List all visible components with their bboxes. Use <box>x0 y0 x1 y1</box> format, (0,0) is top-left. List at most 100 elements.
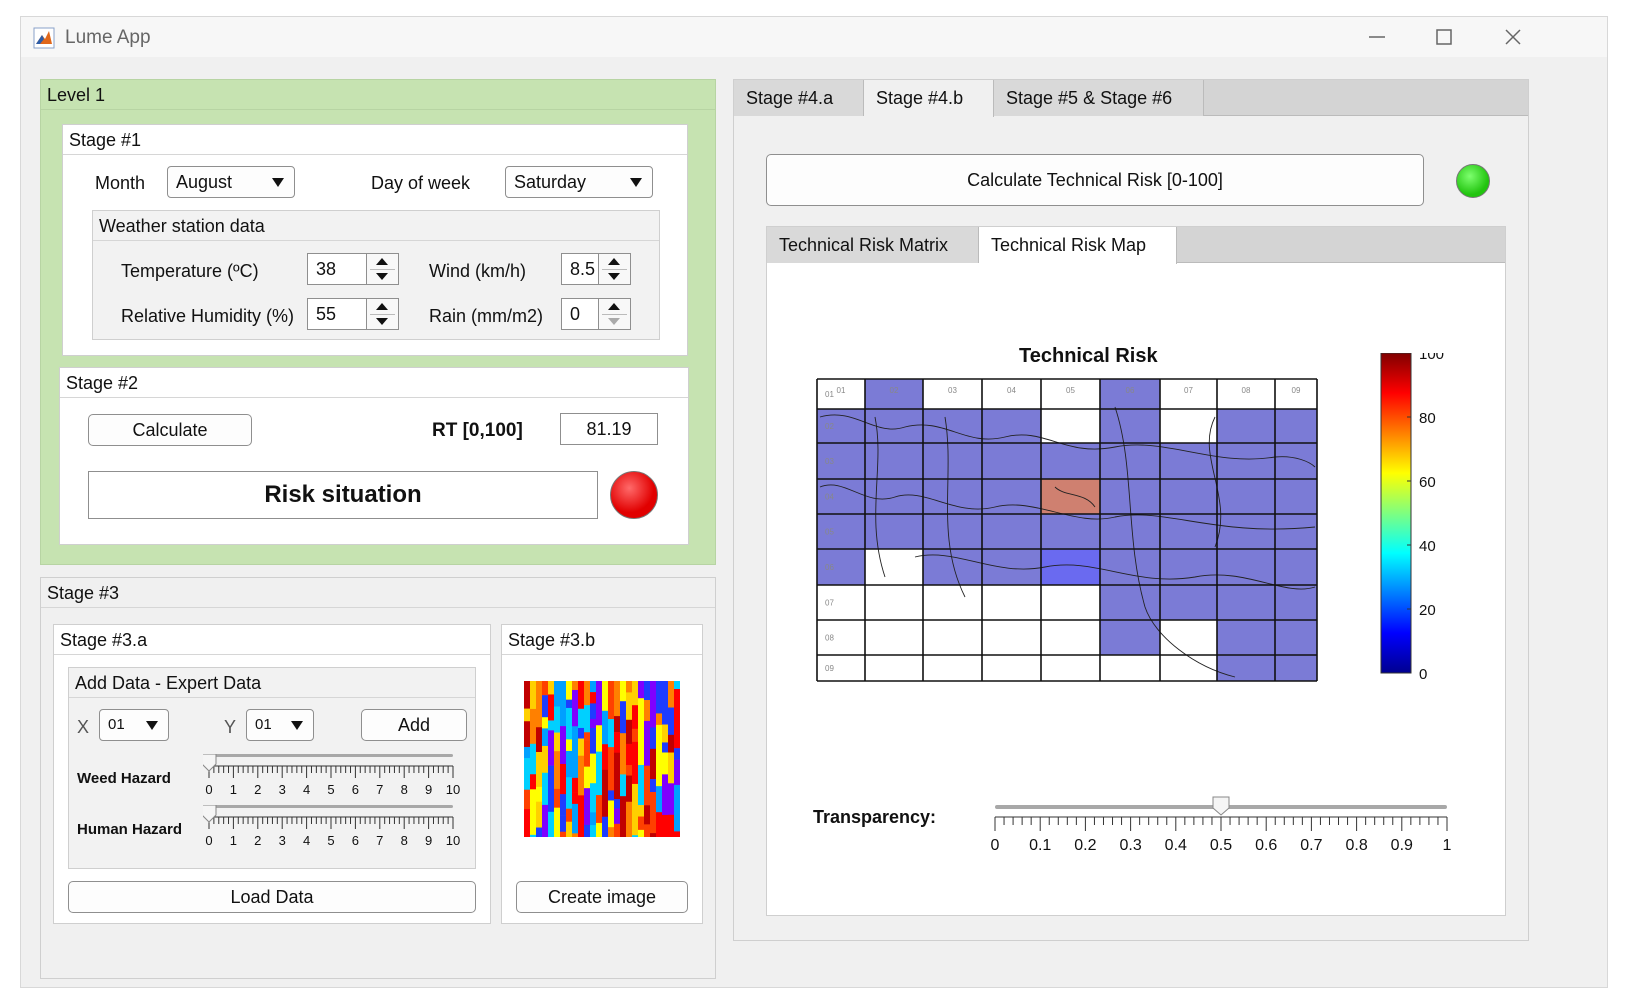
hazard-image-cell <box>668 783 675 816</box>
calculate-technical-risk-button[interactable]: Calculate Technical Risk [0-100] <box>766 154 1424 206</box>
temperature-spin-buttons[interactable] <box>366 254 398 284</box>
close-button[interactable] <box>1493 21 1533 53</box>
window-title: Lume App <box>65 27 151 48</box>
hazard-image-cell <box>578 727 585 739</box>
temperature-spinner[interactable]: 38 <box>307 253 399 285</box>
arrow-up-icon <box>608 258 620 265</box>
maximize-button[interactable] <box>1424 21 1464 53</box>
humidity-spin-buttons[interactable] <box>366 299 398 329</box>
hazard-image-cell <box>560 726 567 765</box>
human-hazard-slider-tick-label: 1 <box>230 833 237 848</box>
add-data-title: Add Data - Expert Data <box>69 668 475 698</box>
load-data-button[interactable]: Load Data <box>68 881 476 913</box>
rain-spinner[interactable]: 0 <box>561 298 631 330</box>
hazard-image-cell <box>590 753 597 784</box>
weed-hazard-slider-tick-label: 10 <box>446 782 460 797</box>
hazard-image-cell <box>530 834 537 837</box>
tab-stage-4b[interactable]: Stage #4.b <box>864 80 994 117</box>
colorbar-tick-label: 80 <box>1419 410 1436 427</box>
stage3a-title: Stage #3.a <box>54 625 490 655</box>
hazard-image-cell <box>572 777 579 793</box>
map-row-label: 05 <box>825 528 834 537</box>
human-hazard-slider-tick-label: 0 <box>205 833 212 848</box>
map-cell <box>1160 514 1217 549</box>
hazard-image-cell <box>650 748 657 780</box>
hazard-image-cell <box>632 783 639 814</box>
map-cell <box>1100 585 1160 620</box>
hazard-image-cell <box>674 748 680 760</box>
map-cell <box>982 479 1041 514</box>
arrow-down-icon <box>608 273 620 280</box>
map-cell <box>982 409 1041 443</box>
hazard-image-cell <box>542 804 549 837</box>
hazard-image-cell <box>644 720 651 766</box>
hazard-image-cell <box>596 795 603 824</box>
map-cell <box>982 585 1041 620</box>
month-dropdown-value: August <box>176 172 233 192</box>
map-cell <box>1217 549 1275 585</box>
hazard-image-cell <box>626 681 633 693</box>
tab-stage-5-6[interactable]: Stage #5 & Stage #6 <box>994 80 1204 116</box>
hazard-image-cell <box>524 746 531 759</box>
chevron-down-icon <box>146 721 158 730</box>
hazard-image-cell <box>662 724 669 743</box>
map-col-label: 04 <box>1007 386 1016 395</box>
hazard-image-cell <box>614 716 621 733</box>
rain-spin-buttons[interactable] <box>598 299 630 329</box>
chevron-down-icon <box>291 721 303 730</box>
month-dropdown[interactable]: August <box>167 166 295 198</box>
weather-station-panel: Weather station data Temperature (ºC) 38… <box>92 210 660 340</box>
transparency-slider[interactable]: 0 0.1 0.2 0.3 0.4 0.5 0.6 0.7 0.8 0.9 1 <box>987 795 1457 859</box>
hazard-image-cell <box>554 706 561 733</box>
humidity-spinner[interactable]: 55 <box>307 298 399 330</box>
hazard-image-cell <box>596 822 603 837</box>
wind-spin-buttons[interactable] <box>598 254 630 284</box>
hazard-image-cell <box>590 812 597 826</box>
stage3-title: Stage #3 <box>41 578 715 608</box>
level1-title: Level 1 <box>41 80 715 110</box>
tab-technical-risk-map[interactable]: Technical Risk Map <box>979 227 1177 264</box>
hazard-image-cell <box>530 708 537 745</box>
weed-hazard-slider[interactable]: 0 1 2 3 4 5 6 7 8 9 10 <box>203 754 465 812</box>
map-cell <box>923 479 982 514</box>
human-hazard-slider-thumb[interactable] <box>203 805 217 823</box>
map-cell <box>1100 514 1160 549</box>
hazard-image-cell <box>650 727 657 750</box>
add-button[interactable]: Add <box>361 709 467 741</box>
day-of-week-dropdown[interactable]: Saturday <box>505 166 653 198</box>
human-hazard-slider[interactable]: 0 1 2 3 4 5 6 7 8 9 10 <box>203 805 465 863</box>
y-dropdown[interactable]: 01 <box>246 709 314 741</box>
map-cell <box>1100 379 1160 409</box>
map-cell <box>1041 655 1100 681</box>
map-cell <box>923 379 982 409</box>
tab-stage-4a[interactable]: Stage #4.a <box>734 80 864 116</box>
close-icon <box>1505 29 1521 45</box>
weed-hazard-slider-tick-label: 7 <box>376 782 383 797</box>
minimize-button[interactable] <box>1357 21 1397 53</box>
hazard-image-cell <box>596 751 603 796</box>
create-image-button[interactable]: Create image <box>516 881 688 913</box>
wind-spinner[interactable]: 8.5 <box>561 253 631 285</box>
hazard-image-cell <box>554 807 561 837</box>
weed-hazard-slider-thumb[interactable] <box>203 754 217 772</box>
transparency-thumb[interactable] <box>1212 796 1230 816</box>
hazard-image-cell <box>596 681 603 726</box>
map-cell <box>982 620 1041 655</box>
add-data-panel: Add Data - Expert Data X 01 Y 01 Add Wee… <box>68 667 476 869</box>
calculate-button[interactable]: Calculate <box>88 414 252 446</box>
tab-technical-risk-matrix[interactable]: Technical Risk Matrix <box>767 227 979 263</box>
hazard-image-cell <box>662 774 669 816</box>
arrow-up-icon <box>376 258 388 265</box>
hazard-image-cell <box>566 777 573 810</box>
hazard-image-cell <box>638 681 645 699</box>
x-dropdown[interactable]: 01 <box>99 709 169 741</box>
map-cell <box>1275 479 1317 514</box>
human-hazard-slider-tick-label: 4 <box>303 833 310 848</box>
hazard-image-cell <box>632 681 639 706</box>
hazard-image-cell <box>548 694 555 721</box>
hazard-image-cell <box>632 728 639 743</box>
hazard-image-cell <box>530 681 537 710</box>
hazard-image-cell <box>524 758 531 790</box>
map-col-label: 05 <box>1066 386 1075 395</box>
hazard-image-cell <box>656 748 663 787</box>
